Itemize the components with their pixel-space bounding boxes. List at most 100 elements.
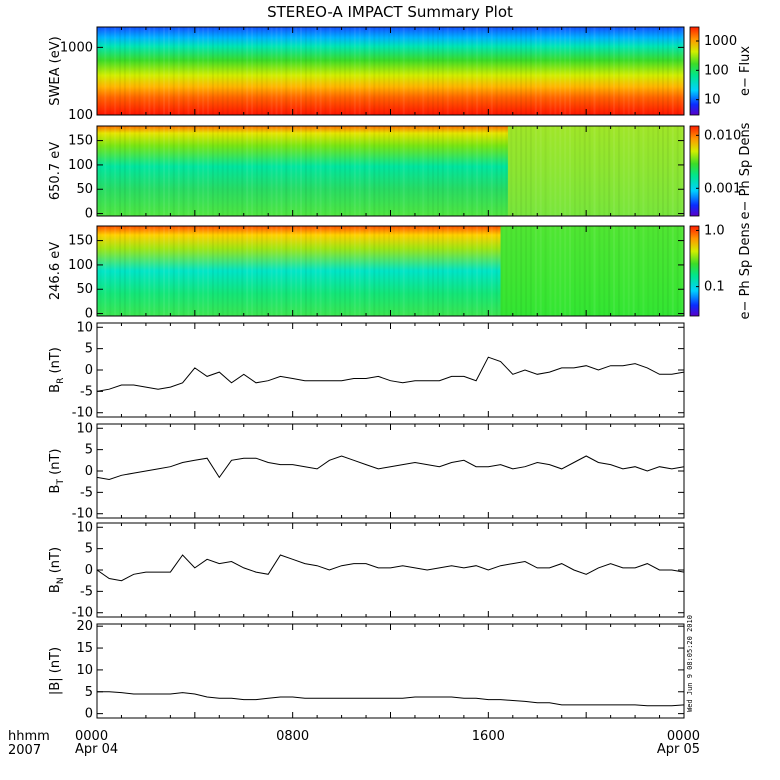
- heatmap-texture: [427, 126, 430, 216]
- heatmap-texture: [123, 27, 126, 115]
- heatmap-texture: [114, 126, 117, 216]
- heatmap-texture: [163, 226, 166, 316]
- heatmap-texture: [353, 226, 356, 316]
- heatmap-texture: [226, 126, 229, 216]
- heatmap-texture: [593, 226, 596, 316]
- heatmap-texture: [119, 226, 122, 316]
- heatmap-texture: [148, 126, 151, 216]
- heatmap-texture: [471, 226, 473, 316]
- heatmap-texture: [452, 226, 454, 316]
- heatmap-texture: [128, 226, 131, 316]
- heatmap-texture: [413, 226, 415, 316]
- heatmap-texture: [207, 126, 210, 216]
- heatmap-texture: [408, 126, 410, 216]
- heatmap-texture: [393, 226, 395, 316]
- heatmap-texture: [114, 226, 117, 316]
- panel-frame: [96, 522, 685, 618]
- heatmap-texture: [564, 226, 567, 316]
- heatmap-texture: [251, 126, 254, 216]
- heatmap-texture: [520, 126, 523, 216]
- heatmap-texture: [300, 27, 303, 115]
- heatmap-texture: [481, 27, 483, 115]
- heatmap-texture: [637, 27, 640, 115]
- heatmap-texture: [153, 226, 156, 316]
- heatmap-texture: [192, 126, 195, 216]
- heatmap-texture: [128, 27, 131, 115]
- heatmap-texture: [99, 226, 101, 316]
- heatmap-texture: [309, 226, 312, 316]
- heatmap-texture: [138, 126, 141, 216]
- heatmap-texture: [255, 27, 258, 115]
- heatmap-texture: [466, 126, 469, 216]
- y-tick-label: 5: [85, 342, 93, 357]
- heatmap-texture: [182, 226, 185, 316]
- heatmap-texture: [280, 126, 283, 216]
- heatmap-texture: [109, 27, 111, 115]
- heatmap-texture: [324, 27, 327, 115]
- heatmap-texture: [490, 27, 493, 115]
- colorbar-tick-label: 0.010: [704, 128, 741, 143]
- heatmap-texture: [138, 27, 141, 115]
- heatmap-texture: [197, 27, 200, 115]
- heatmap-texture: [627, 226, 630, 316]
- heatmap-texture: [104, 27, 107, 115]
- heatmap-texture: [114, 27, 117, 115]
- heatmap-texture: [422, 27, 425, 115]
- heatmap-texture: [255, 226, 258, 316]
- heatmap-texture: [510, 27, 512, 115]
- heatmap-texture: [402, 27, 405, 115]
- heatmap-texture: [202, 126, 205, 216]
- heatmap-texture: [613, 126, 616, 216]
- heatmap-texture: [569, 126, 572, 216]
- heatmap-texture: [529, 126, 532, 216]
- heatmap-texture: [217, 126, 219, 216]
- heatmap-texture: [373, 126, 376, 216]
- heatmap-texture: [99, 27, 101, 115]
- panel-frame: [96, 623, 685, 719]
- heatmap-texture: [520, 226, 523, 316]
- heatmap-texture: [661, 27, 664, 115]
- colorbar: [689, 26, 700, 116]
- heatmap-texture: [476, 27, 479, 115]
- y-axis-label: 650.7 eV: [48, 142, 63, 200]
- heatmap-texture: [197, 126, 200, 216]
- heatmap-texture: [545, 226, 547, 316]
- heatmap-texture: [275, 126, 278, 216]
- colorbar-tick-label: 0.001: [704, 181, 741, 196]
- heatmap-texture: [314, 226, 317, 316]
- heatmap-texture: [671, 126, 674, 216]
- heatmap-texture: [613, 226, 616, 316]
- x-tick-date-label: Apr 04: [75, 742, 118, 757]
- heatmap-texture: [549, 226, 552, 316]
- heatmap-texture: [417, 226, 419, 316]
- heatmap-texture: [104, 226, 107, 316]
- heatmap-texture: [275, 226, 278, 316]
- y-axis-label: 246.6 eV: [48, 242, 63, 300]
- x-tick-date-label: Apr 05: [657, 742, 700, 757]
- y-tick-label: 100: [68, 158, 93, 173]
- heatmap-texture: [622, 27, 625, 115]
- heatmap-texture: [177, 126, 180, 216]
- heatmap-texture: [226, 226, 229, 316]
- heatmap-texture: [608, 226, 611, 316]
- heatmap-texture: [446, 27, 449, 115]
- heatmap-texture: [574, 126, 576, 216]
- heatmap-texture: [588, 126, 591, 216]
- x-tick-label: 1600: [472, 729, 505, 744]
- heatmap-texture: [402, 226, 405, 316]
- colorbar: [689, 125, 700, 217]
- x-axis-year-label: 2007: [8, 743, 41, 758]
- heatmap-texture: [246, 126, 249, 216]
- panel-7: 0 5 10 15 20 |B| (nT): [48, 619, 685, 722]
- panel-3: 0.1 1.0 e− Ph Sp Dens 0 50 100 150 246.6 eV: [48, 222, 753, 321]
- heatmap-texture: [265, 126, 268, 216]
- heatmap-texture: [329, 27, 332, 115]
- heatmap-texture: [632, 27, 635, 115]
- colorbar: [689, 225, 700, 317]
- y-tick-label: -10: [72, 507, 93, 522]
- heatmap-texture: [564, 126, 567, 216]
- x-axis-corner-label: hhmm: [8, 729, 50, 744]
- heatmap-texture: [676, 226, 679, 316]
- heatmap-texture: [353, 126, 356, 216]
